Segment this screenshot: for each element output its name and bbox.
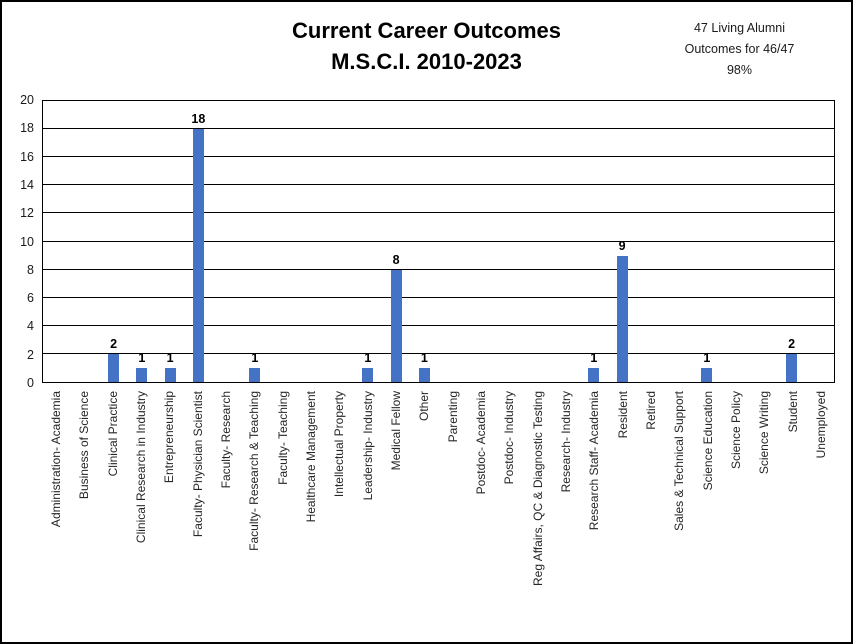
bar-value-label: 2: [788, 336, 796, 351]
gridline: [43, 184, 834, 186]
chart-title: Current Career Outcomes M.S.C.I. 2010-20…: [2, 15, 851, 77]
y-tick-label: 2: [27, 347, 34, 362]
x-category-label: Faculty- Teaching: [275, 391, 290, 485]
alumni-annotation-line1: 47 Living Alumni: [693, 21, 786, 35]
bar-entrepreneurship: [164, 367, 176, 382]
bar-value-label: 2: [110, 336, 118, 351]
bar-science-education: [701, 367, 713, 382]
bar-clinical-research-in-industry: [136, 367, 148, 382]
y-tick-label: 16: [20, 149, 34, 164]
alumni-annotation: 47 Living Alumni Outcomes for 46/47 98%: [652, 18, 827, 81]
plot-area: 2 1 1 18 1 1 8 1 1 9 1 2: [42, 100, 835, 383]
x-category-label: Research- Industry: [558, 391, 573, 493]
x-category-label: Entrepreneurship: [162, 391, 177, 484]
bar-resident: [616, 255, 628, 382]
bar-student: [786, 353, 798, 382]
x-category-label: Science Writing: [757, 391, 772, 475]
bar-value-label: 1: [364, 350, 372, 365]
chart-title-line2: M.S.C.I. 2010-2023: [331, 49, 522, 74]
alumni-annotation-line2: Outcomes for 46/47: [684, 42, 795, 56]
y-tick-label: 20: [20, 93, 34, 107]
bar-leadership-industry: [362, 367, 374, 382]
x-category-label: Reg Affairs, QC & Diagnostic Testing: [530, 391, 545, 586]
bar-other: [418, 367, 430, 382]
bar-value-label: 8: [392, 252, 400, 267]
y-tick-label: 18: [20, 121, 34, 136]
bar-value-label: 1: [251, 350, 259, 365]
y-tick-label: 8: [27, 262, 34, 277]
bar-value-label: 1: [590, 350, 598, 365]
x-category-label: Retired: [643, 391, 658, 430]
alumni-annotation-line3: 98%: [726, 63, 753, 77]
x-category-label: Parenting: [445, 391, 460, 443]
gridline: [43, 240, 834, 242]
x-category-label: Faculty- Physician Scientist: [190, 391, 205, 538]
bar-medical-fellow: [390, 269, 402, 382]
x-category-label: Clinical Research in Industry: [134, 391, 149, 544]
bar-research-staff-academia: [588, 367, 600, 382]
x-category-label: Unemployed: [813, 391, 828, 459]
x-category-label: Clinical Practice: [105, 391, 120, 477]
bar-value-label: 18: [191, 112, 206, 127]
gridline: [43, 324, 834, 326]
y-tick-label: 14: [20, 177, 34, 192]
x-category-label: Student: [785, 391, 800, 433]
x-category-label: Faculty- Research: [219, 391, 234, 489]
bar-value-label: 1: [138, 350, 146, 365]
bar-value-label: 1: [166, 350, 174, 365]
bar-clinical-practice: [108, 353, 120, 382]
gridline: [43, 268, 834, 270]
x-category-label: Postdoc- Academia: [473, 391, 488, 495]
x-category-label: Leadership- Industry: [360, 391, 375, 501]
bar-faculty-research-teaching: [249, 367, 261, 382]
x-category-label: Faculty- Research & Teaching: [247, 391, 262, 551]
y-tick-label: 0: [27, 376, 34, 390]
y-tick-label: 10: [20, 234, 34, 249]
bar-faculty-physician-scientist: [192, 129, 204, 382]
x-category-label: Medical Fellow: [389, 391, 404, 471]
x-category-label: Intellectual Property: [332, 391, 347, 498]
x-category-label: Science Education: [700, 391, 715, 491]
y-tick-label: 12: [20, 206, 34, 221]
x-category-label: Resident: [615, 391, 630, 439]
x-category-label: Administration- Academia: [49, 391, 64, 528]
bar-value-label: 1: [703, 350, 711, 365]
gridline: [43, 128, 834, 130]
x-category-label: Science Policy: [728, 391, 743, 470]
x-category-label: Business of Science: [77, 391, 92, 500]
gridline: [43, 212, 834, 214]
chart-title-line1: Current Career Outcomes: [292, 18, 561, 43]
y-tick-label: 4: [27, 319, 34, 334]
gridline: [43, 156, 834, 158]
x-category-label: Sales & Technical Support: [672, 391, 687, 531]
y-tick-label: 6: [27, 291, 34, 306]
bar-value-label: 9: [618, 238, 626, 253]
gridline: [43, 352, 834, 354]
x-category-label: Other: [417, 391, 432, 422]
x-category-label: Healthcare Management: [304, 391, 319, 523]
x-category-label: Research Staff- Academia: [587, 391, 602, 531]
x-category-label: Postdoc- Industry: [502, 391, 517, 485]
bar-value-label: 1: [420, 350, 428, 365]
gridline: [43, 296, 834, 298]
